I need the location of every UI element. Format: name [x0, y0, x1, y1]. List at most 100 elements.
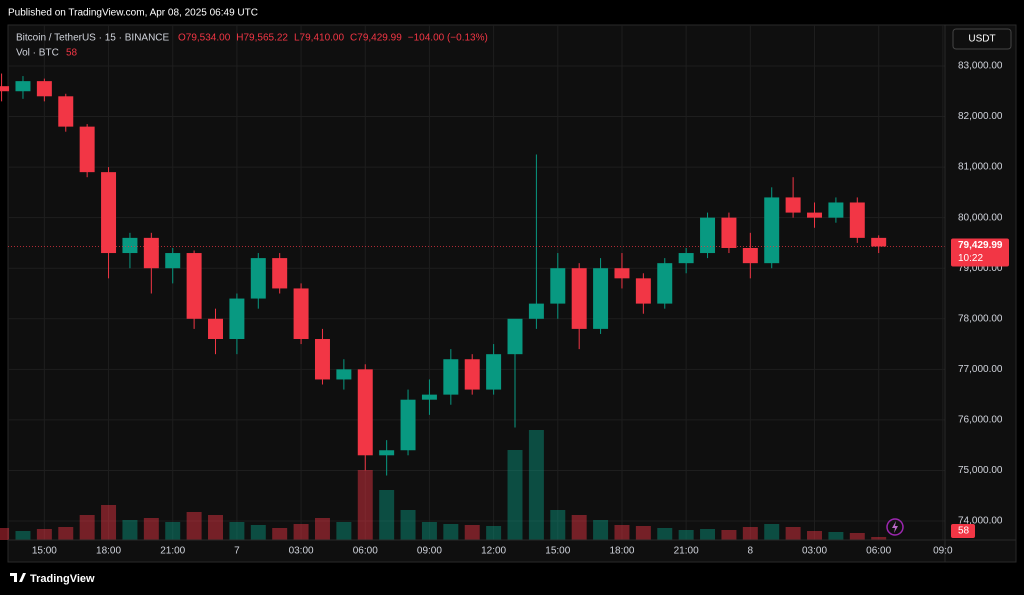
- volume-bar: [571, 515, 587, 540]
- x-tick-label: 15:00: [32, 546, 57, 557]
- volume-bar: [229, 522, 245, 540]
- candle-body: [486, 354, 502, 390]
- candle-body: [379, 450, 395, 456]
- candle-body: [550, 268, 566, 304]
- candle-body: [186, 253, 202, 319]
- volume-bar: [421, 522, 437, 540]
- volume-bar: [785, 527, 801, 540]
- candle-body: [742, 247, 758, 264]
- candle-body: [507, 318, 523, 355]
- x-tick-label: 21:00: [160, 546, 185, 557]
- candle-body: [657, 263, 673, 304]
- y-tick-label: 74,000.00: [958, 516, 1003, 527]
- volume-bar: [250, 525, 266, 540]
- volume-bar: [443, 524, 459, 540]
- volume-bar: [0, 528, 10, 540]
- symbol: Bitcoin / TetherUS · 15 · BINANCE: [16, 33, 170, 44]
- volume-bar: [828, 532, 844, 540]
- x-tick-label: 03:00: [802, 546, 827, 557]
- x-tick-label: 09:0: [933, 546, 953, 557]
- candle-body: [36, 81, 52, 97]
- volume-bar: [614, 525, 630, 540]
- brand: TradingView: [30, 573, 95, 585]
- x-tick-label: 21:00: [674, 546, 699, 557]
- x-tick-label: 12:00: [481, 546, 506, 557]
- candle-body: [678, 253, 694, 264]
- volume-bar: [721, 530, 737, 540]
- x-tick-label: 15:00: [545, 546, 570, 557]
- candle-body: [807, 212, 822, 218]
- volume-bar: [742, 527, 758, 540]
- candle-body: [871, 237, 887, 247]
- volume-bar: [314, 518, 330, 540]
- currency[interactable]: USDT: [968, 34, 995, 45]
- legend-close: C79,429.99: [350, 33, 402, 44]
- volume-bar: [807, 531, 822, 540]
- lightning-icon[interactable]: [886, 518, 904, 536]
- x-tick-label: 06:00: [353, 546, 378, 557]
- candle-body: [464, 359, 480, 390]
- candle-body: [721, 217, 737, 248]
- x-tick-label: 06:00: [866, 546, 891, 557]
- volume-bar: [528, 430, 544, 540]
- candle-body: [700, 217, 716, 254]
- candle-body: [614, 268, 630, 279]
- y-tick-label: 75,000.00: [958, 465, 1003, 476]
- candle-body: [229, 298, 245, 340]
- candle-body: [593, 268, 609, 329]
- y-tick-label: 79,000.00: [958, 263, 1003, 274]
- last-price-label: 79,429.99: [958, 240, 1003, 251]
- candle-body: [250, 258, 266, 299]
- volume-bar: [272, 528, 288, 540]
- x-tick-label: 03:00: [289, 546, 314, 557]
- candle-body: [272, 258, 288, 289]
- candle-body: [764, 197, 780, 264]
- candle-body: [828, 202, 844, 218]
- volume-bar: [464, 525, 480, 540]
- published-note: Published on TradingView.com, Apr 08, 20…: [8, 8, 258, 19]
- volume-bar: [58, 527, 74, 540]
- volume-bar: [122, 520, 138, 540]
- candle-body: [208, 318, 223, 340]
- y-tick-label: 77,000.00: [958, 364, 1003, 375]
- volume-bar: [293, 524, 309, 540]
- candle-body: [165, 253, 181, 269]
- volume-bar: [849, 533, 865, 540]
- lightning-bolt: [892, 521, 898, 533]
- volume-bar: [486, 526, 502, 540]
- candle-body: [143, 237, 159, 269]
- candle-body: [849, 202, 865, 238]
- x-tick-label: 7: [234, 546, 240, 557]
- volume-bar: [550, 510, 566, 540]
- last-price-box: [951, 238, 1009, 267]
- volume-bar: [871, 537, 887, 540]
- volume-bar: [15, 531, 31, 540]
- candle-body: [314, 339, 330, 380]
- candle-body: [79, 126, 95, 173]
- y-tick-label: 76,000.00: [958, 415, 1003, 426]
- volume-legend-value: 58: [66, 48, 78, 59]
- volume-bar: [657, 528, 673, 540]
- legend-change: −104.00 (−0.13%): [408, 33, 488, 44]
- candle-body: [635, 278, 651, 304]
- volume-bar: [379, 490, 395, 540]
- volume-bar: [143, 518, 159, 540]
- volume-last-label: 58: [958, 526, 970, 537]
- volume-bar: [700, 529, 716, 540]
- volume-bar: [165, 522, 181, 540]
- volume-bar: [208, 515, 223, 540]
- volume-bar: [764, 524, 780, 540]
- y-tick-label: 78,000.00: [958, 313, 1003, 324]
- volume-label: Vol · BTC: [16, 48, 59, 59]
- brand-logo: [10, 573, 26, 582]
- volume-bar: [101, 505, 117, 540]
- legend-open: O79,534.00: [178, 33, 231, 44]
- x-tick-label: 8: [748, 546, 754, 557]
- currency-button[interactable]: [952, 28, 1012, 50]
- candle-body: [122, 237, 138, 254]
- candle-body: [15, 81, 31, 92]
- y-tick-label: 82,000.00: [958, 111, 1003, 122]
- volume-bar: [357, 470, 373, 540]
- x-tick-label: 18:00: [96, 546, 121, 557]
